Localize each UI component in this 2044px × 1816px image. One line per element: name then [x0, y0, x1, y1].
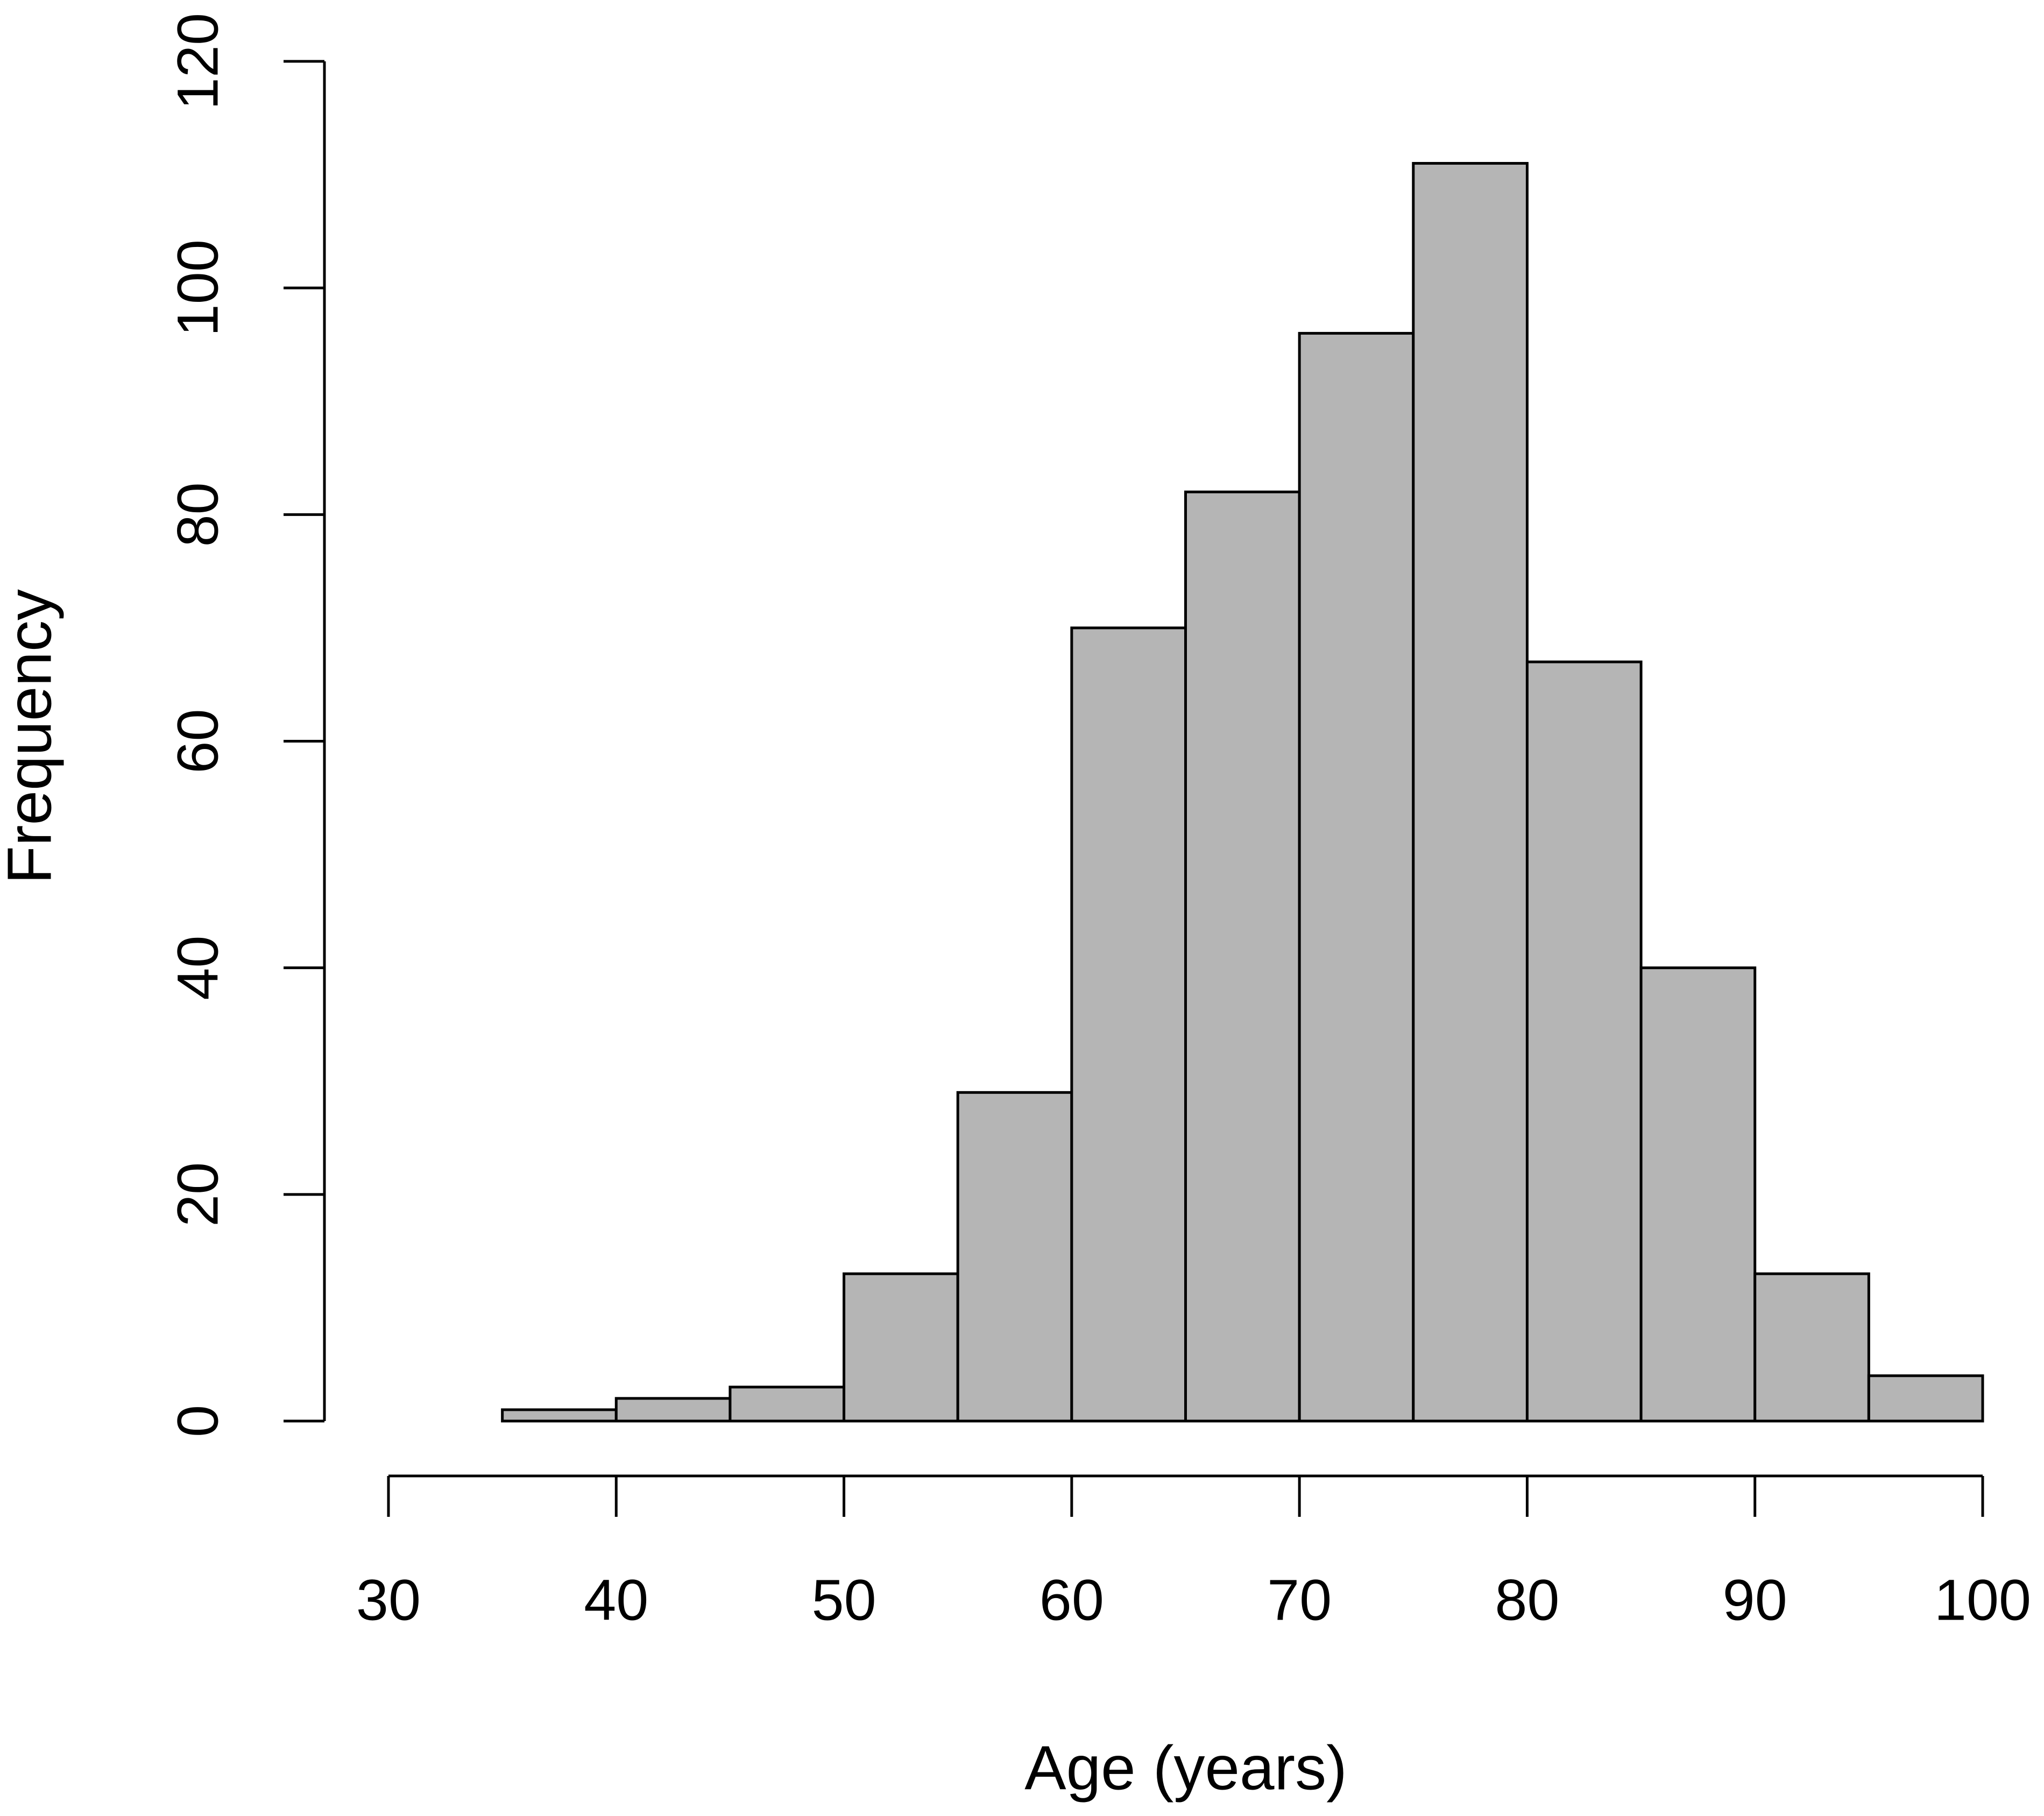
x-tick-label: 40 — [584, 1567, 648, 1633]
y-tick-label: 40 — [165, 936, 230, 1000]
bar — [1070, 626, 1187, 1423]
x-tick-label: 90 — [1723, 1567, 1787, 1633]
x-axis-label: Age (years) — [1024, 1733, 1347, 1803]
bar — [1753, 1272, 1870, 1423]
x-tick-label: 50 — [812, 1567, 876, 1633]
bar — [1412, 162, 1529, 1423]
bar — [1639, 966, 1757, 1423]
y-tick-label: 120 — [165, 13, 230, 110]
bar — [956, 1091, 1073, 1423]
y-axis-label: Frequency — [0, 589, 65, 884]
y-tick-label: 0 — [165, 1405, 230, 1437]
bar — [1184, 490, 1301, 1423]
bar — [729, 1386, 846, 1423]
bar — [614, 1397, 732, 1423]
bar — [501, 1408, 618, 1423]
bar — [1525, 660, 1643, 1423]
y-tick-label: 80 — [165, 482, 230, 547]
x-tick-label: 30 — [356, 1567, 421, 1633]
y-tick-label: 60 — [165, 709, 230, 773]
bar — [843, 1272, 959, 1423]
bar — [1867, 1374, 1984, 1423]
y-tick-label: 100 — [165, 239, 230, 336]
bar — [1298, 331, 1415, 1423]
y-tick-label: 20 — [165, 1162, 230, 1227]
x-tick-label: 70 — [1267, 1567, 1332, 1633]
x-tick-label: 60 — [1039, 1567, 1104, 1633]
x-tick-label: 100 — [1934, 1567, 2031, 1633]
x-tick-label: 80 — [1495, 1567, 1559, 1633]
